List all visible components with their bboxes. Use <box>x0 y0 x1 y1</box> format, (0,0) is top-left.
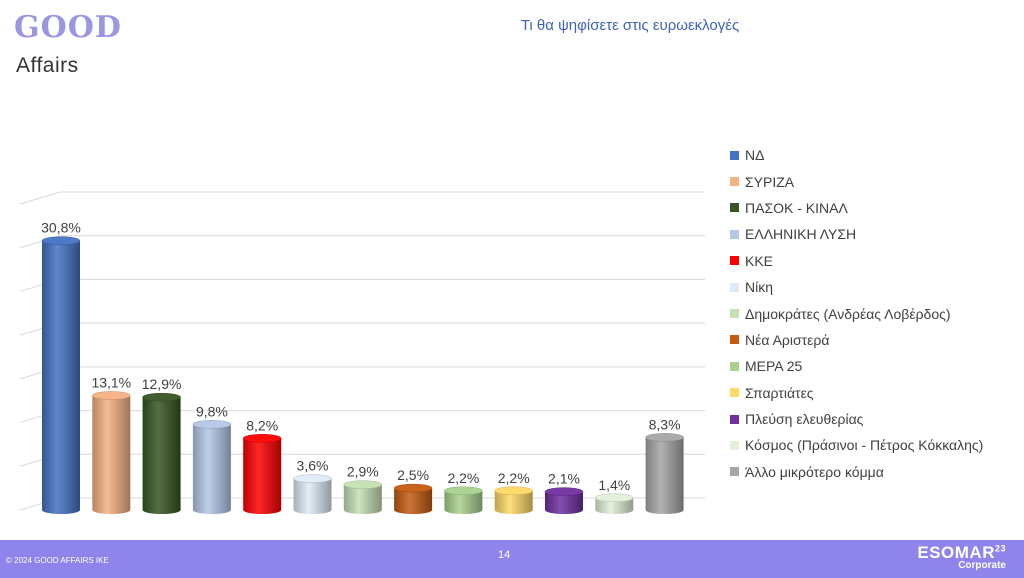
bar-5 <box>293 478 332 514</box>
bar-top-5 <box>293 474 332 483</box>
legend-swatch <box>730 256 739 266</box>
legend-label: Άλλο μικρότερο κόμμα <box>745 463 884 480</box>
legend-swatch <box>730 229 739 239</box>
bar-chart: 30,8% 13,1% 12,9% 9,8% 8,2% 3,6% 2,9% 2,5% 2,2% 2… <box>19 191 705 514</box>
legend-label: ΚΚΕ <box>745 252 774 269</box>
legend-label: Νίκη <box>745 279 774 296</box>
bar-6 <box>343 484 382 514</box>
legend-label: Κόσμος (Πράσινοι - Πέτρος Κόκκαλης) <box>745 437 984 454</box>
bar-top-6 <box>343 480 383 489</box>
bar-0 <box>42 240 80 514</box>
bar-1 <box>92 395 131 514</box>
legend-item: ΕΛΛΗΝΙΚΗ ΛΥΣΗ <box>730 221 983 247</box>
data-label-2: 12,9% <box>142 376 182 392</box>
bar-4 <box>243 438 282 514</box>
data-label-3: 9,8% <box>196 403 228 419</box>
legend-item: Νίκη <box>730 274 983 300</box>
legend-swatch <box>730 150 739 160</box>
legend-swatch <box>730 388 739 398</box>
legend-item: Δημοκράτες (Ανδρέας Λοβέρδος) <box>730 300 983 326</box>
legend-swatch <box>730 309 739 319</box>
bar-top-3 <box>192 420 232 429</box>
data-label-7: 2,5% <box>397 467 429 483</box>
bar-top-0 <box>41 236 81 245</box>
data-label-8: 2,2% <box>447 470 479 486</box>
legend-item: ΠΑΣΟΚ - ΚΙΝΑΛ <box>730 195 983 221</box>
legend-item: ΚΚΕ <box>730 248 983 274</box>
legend-item: Νέα Αριστερά <box>730 327 983 353</box>
esomar-sub: Corporate <box>958 560 1006 571</box>
legend-swatch <box>730 414 739 424</box>
legend-swatch <box>730 177 739 187</box>
data-label-10: 2,1% <box>548 471 580 487</box>
logo-affairs-text: Affairs <box>16 54 79 77</box>
bar-top-9 <box>494 486 533 496</box>
bar-top-2 <box>142 392 181 402</box>
bar-top-1 <box>92 391 131 400</box>
data-label-5: 3,6% <box>297 458 329 474</box>
bar-top-7 <box>393 483 433 493</box>
legend-item: ΣΥΡΙΖΑ <box>730 168 983 194</box>
esomar-sup: 23 <box>994 543 1006 554</box>
footer: © 2024 GOOD AFFAIRS IKE 14 ESOMAR23 Corp… <box>0 540 1024 578</box>
bar-3 <box>192 424 231 514</box>
legend-label: Πλεύση ελευθερίας <box>745 411 864 428</box>
legend-swatch <box>730 335 739 345</box>
bar-7 <box>394 488 433 514</box>
legend-swatch <box>730 282 739 292</box>
legend-label: ΠΑΣΟΚ - ΚΙΝΑΛ <box>745 199 848 216</box>
bar-top-11 <box>595 493 634 503</box>
legend-item: Άλλο μικρότερο κόμμα <box>730 459 983 485</box>
legend-label: ΝΔ <box>745 147 765 164</box>
legend-item: Κόσμος (Πράσινοι - Πέτρος Κόκκαλης) <box>730 432 983 458</box>
data-label-0: 30,8% <box>41 220 81 236</box>
bar-top-4 <box>242 434 282 443</box>
legend-swatch <box>730 203 739 213</box>
page-number: 14 <box>498 549 511 561</box>
legend-label: Σπαρτιάτες <box>745 384 814 401</box>
legend-item: ΜΕΡΑ 25 <box>730 353 983 379</box>
legend-swatch <box>730 440 739 450</box>
data-label-6: 2,9% <box>347 464 379 480</box>
chart-title: Τι θα ψηφίσετε στις ευρωεκλογές <box>520 17 740 34</box>
copyright-text: © 2024 GOOD AFFAIRS IKE <box>6 556 109 565</box>
legend-label: ΣΥΡΙΖΑ <box>745 173 795 190</box>
legend-label: ΜΕΡΑ 25 <box>745 358 803 375</box>
legend-label: Δημοκράτες (Ανδρέας Λοβέρδος) <box>745 305 951 322</box>
legend-swatch <box>730 467 739 477</box>
bar-top-10 <box>544 487 584 496</box>
legend-label: ΕΛΛΗΝΙΚΗ ΛΥΣΗ <box>745 226 857 243</box>
esomar-name: ESOMAR <box>917 543 995 562</box>
bar-11 <box>595 497 634 514</box>
logo-good-text: GOOD <box>14 10 122 45</box>
legend-item: ΝΔ <box>730 142 983 168</box>
data-label-12: 8,3% <box>649 416 681 432</box>
logo: GOOD Affairs <box>14 10 124 80</box>
data-label-4: 8,2% <box>246 417 278 433</box>
bar-top-8 <box>444 486 483 496</box>
data-label-1: 13,1% <box>91 374 131 390</box>
bar-12 <box>645 437 684 514</box>
bar-10 <box>545 491 583 514</box>
legend-label: Νέα Αριστερά <box>745 331 830 348</box>
data-label-9: 2,2% <box>498 470 530 486</box>
legend-item: Πλεύση ελευθερίας <box>730 406 983 432</box>
legend-swatch <box>730 361 739 371</box>
legend-item: Σπαρτιάτες <box>730 380 983 406</box>
data-label-11: 1,4% <box>598 477 630 493</box>
legend: ΝΔ ΣΥΡΙΖΑ ΠΑΣΟΚ - ΚΙΝΑΛ ΕΛΛΗΝΙΚΗ ΛΥΣΗ ΚΚΕ Νίκ… <box>730 142 983 485</box>
esomar-logo: ESOMAR23 Corporate <box>917 543 1006 571</box>
bar-8 <box>444 490 483 514</box>
bar-top-12 <box>645 433 684 442</box>
gridline-slant <box>19 191 61 205</box>
bar-2 <box>142 397 181 514</box>
bar-9 <box>494 490 533 514</box>
